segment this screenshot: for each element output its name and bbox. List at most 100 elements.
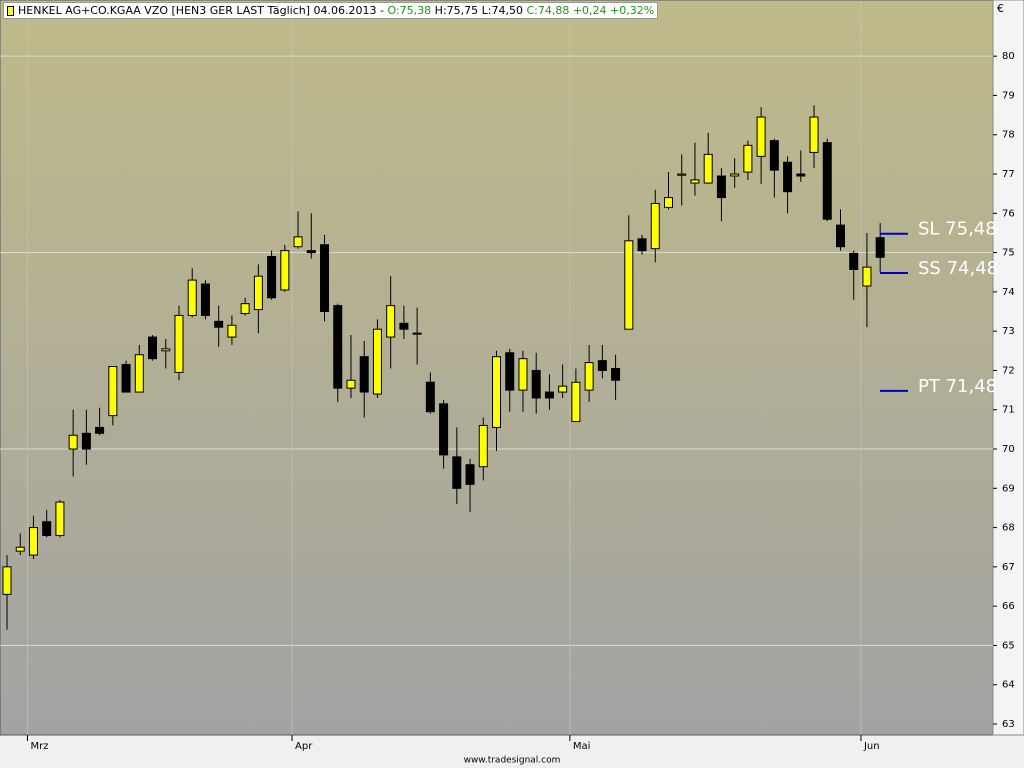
y-tick-label: 69 bbox=[1002, 483, 1015, 494]
candle-body bbox=[544, 391, 554, 399]
candle-body bbox=[200, 283, 210, 316]
candle-body bbox=[68, 434, 78, 450]
x-tick-label: Mai bbox=[573, 741, 591, 752]
candle-body bbox=[174, 314, 184, 373]
candle-body bbox=[108, 366, 118, 417]
candle-body bbox=[240, 303, 250, 314]
x-tick-label: Mrz bbox=[30, 741, 48, 752]
y-tick-label: 75 bbox=[1002, 248, 1015, 259]
level-label: PT 71,48 bbox=[918, 376, 997, 397]
candle-body bbox=[134, 354, 144, 393]
candle-body bbox=[333, 305, 343, 389]
candle-body bbox=[664, 197, 673, 208]
y-tick-label: 80 bbox=[1002, 51, 1015, 62]
candle-body bbox=[306, 250, 316, 254]
footer: www.tradesignal.com bbox=[464, 756, 561, 766]
candle-body bbox=[505, 352, 515, 391]
candle-body bbox=[584, 362, 594, 391]
candle-body bbox=[743, 144, 753, 173]
candle-body bbox=[95, 426, 105, 434]
candle-body bbox=[359, 356, 369, 393]
title: HENKEL AG+CO.KGAA VZO [HEN3 GER LAST Täg… bbox=[18, 4, 384, 17]
candle-body bbox=[293, 236, 303, 248]
candle-body bbox=[492, 356, 502, 428]
y-tick-label: 71 bbox=[1002, 405, 1015, 416]
candle-body bbox=[399, 322, 409, 330]
candle-body bbox=[809, 116, 819, 153]
y-tick-label: 67 bbox=[1002, 562, 1015, 573]
open-label: O:75,38 bbox=[387, 4, 432, 17]
candle-body bbox=[690, 179, 700, 184]
y-tick-label: 78 bbox=[1002, 130, 1015, 141]
candle-body bbox=[597, 360, 607, 371]
candle-body bbox=[227, 324, 237, 338]
y-tick-label: 77 bbox=[1002, 169, 1015, 180]
candle-body bbox=[386, 305, 396, 338]
x-tick-label: Jun bbox=[863, 741, 880, 752]
candle-body bbox=[875, 237, 885, 258]
candle-body bbox=[571, 381, 581, 423]
candle-body bbox=[439, 403, 449, 456]
candle-body bbox=[465, 464, 475, 485]
candle-body bbox=[2, 566, 12, 595]
icon bbox=[7, 6, 14, 16]
y-tick-label: 68 bbox=[1002, 523, 1015, 534]
candle-body bbox=[452, 456, 462, 489]
level-label: SL 75,48 bbox=[918, 219, 997, 240]
candle-body bbox=[267, 256, 277, 299]
candle-body bbox=[558, 385, 568, 393]
y-axis-area bbox=[992, 0, 1024, 736]
y-tick-label: 70 bbox=[1002, 444, 1015, 455]
candle-body bbox=[412, 332, 422, 335]
candle-body bbox=[531, 369, 541, 399]
y-tick-label: 74 bbox=[1002, 287, 1015, 298]
candle-body bbox=[372, 328, 382, 395]
y-tick-label: 63 bbox=[1002, 719, 1015, 730]
high-low-label: H:75,75 L:74,50 bbox=[434, 4, 523, 17]
candle-body bbox=[425, 381, 435, 413]
candle-body bbox=[677, 173, 687, 176]
close-label: C:74,88 +0,24 +0,32% bbox=[526, 4, 655, 17]
header: HENKEL AG+CO.KGAA VZO [HEN3 GER LAST Täg… bbox=[3, 2, 659, 19]
candle-body bbox=[756, 116, 766, 157]
candle-body bbox=[320, 244, 330, 313]
candle-body bbox=[161, 348, 171, 352]
y-tick-label: 72 bbox=[1002, 365, 1015, 376]
candle-body bbox=[783, 161, 793, 193]
y-unit: € bbox=[997, 2, 1004, 15]
candle-body bbox=[796, 173, 806, 177]
candle-body bbox=[28, 527, 38, 556]
candle-body bbox=[716, 175, 726, 199]
candle-body bbox=[478, 424, 488, 468]
candle-body bbox=[703, 153, 713, 184]
y-tick-label: 76 bbox=[1002, 208, 1015, 219]
candle-body bbox=[187, 279, 197, 316]
y-tick-label: 66 bbox=[1002, 601, 1015, 612]
candle-body bbox=[15, 546, 25, 552]
y-tick-label: 79 bbox=[1002, 90, 1015, 101]
candle-body bbox=[214, 320, 224, 328]
candle-body bbox=[121, 364, 131, 393]
candle-body bbox=[280, 250, 290, 291]
level-label: SS 74,48 bbox=[918, 258, 998, 279]
candle-body bbox=[637, 238, 647, 252]
y-tick-label: 64 bbox=[1002, 680, 1015, 691]
candle-body bbox=[822, 142, 832, 220]
candle-body bbox=[42, 521, 52, 536]
candle-body bbox=[346, 379, 356, 389]
x-tick-label: Apr bbox=[295, 741, 313, 752]
candle-body bbox=[148, 336, 158, 360]
candle-body bbox=[835, 224, 845, 248]
candle-body bbox=[730, 173, 740, 177]
candle-body bbox=[253, 275, 263, 311]
candle-body bbox=[518, 358, 528, 391]
candle-body bbox=[849, 252, 859, 270]
candle-body bbox=[611, 367, 621, 381]
y-tick-label: 65 bbox=[1002, 640, 1015, 651]
candle-body bbox=[55, 501, 65, 536]
candle-body bbox=[650, 202, 660, 250]
y-tick-label: 73 bbox=[1002, 326, 1015, 337]
candle-body bbox=[81, 432, 91, 450]
